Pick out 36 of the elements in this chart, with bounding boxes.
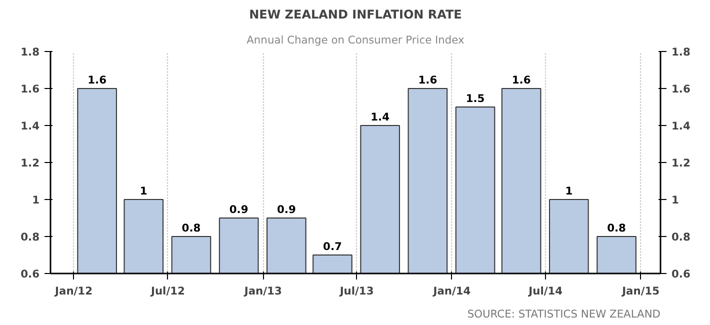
x-tick-label: Jan/15 — [621, 284, 660, 298]
y-tick-label: 1.8 — [20, 46, 40, 58]
data-label: 1.5 — [466, 92, 485, 105]
y2-tick-label: 1.2 — [672, 156, 690, 170]
x-tick-label: Jan/12 — [54, 284, 93, 298]
y2-tick-label: 0.6 — [672, 268, 690, 280]
x-tick-label: Jan/13 — [243, 284, 282, 298]
data-label: 0.8 — [607, 222, 626, 234]
y2-tick-label: 1.6 — [672, 82, 690, 96]
data-label: 0.8 — [182, 222, 201, 234]
source-note: SOURCE: STATISTICS NEW ZEALAND — [467, 308, 661, 320]
data-label: 0.7 — [323, 240, 342, 253]
y2-tick-label: 0.8 — [672, 230, 690, 244]
y2-tick-label: 1 — [672, 194, 679, 206]
x-tick-label: Jul/13 — [338, 284, 374, 298]
data-label: 1.6 — [88, 74, 107, 86]
data-label: 1 — [565, 184, 573, 198]
y-tick-label: 1.2 — [20, 156, 40, 170]
y-tick-label: 0.8 — [20, 230, 40, 244]
y2-tick-label: 1.8 — [672, 46, 690, 58]
data-label: 1 — [140, 184, 148, 198]
data-label: 1.6 — [512, 74, 531, 86]
data-label: 1.6 — [418, 74, 438, 86]
chart-subtitle: Annual Change on Consumer Price Index — [246, 34, 464, 46]
x-tick-label: Jul/12 — [150, 284, 185, 298]
y-tick-label: 0.6 — [20, 268, 40, 280]
x-tick-label: Jul/14 — [528, 284, 563, 298]
data-label: 0.9 — [276, 203, 296, 216]
y2-tick-label: 1.4 — [672, 120, 690, 132]
y-tick-label: 1 — [32, 194, 40, 206]
data-label: 1.4 — [370, 110, 390, 124]
chart-title: NEW ZEALAND INFLATION RATE — [249, 8, 462, 22]
x-tick-label: Jan/14 — [432, 284, 471, 298]
y-tick-label: 1.4 — [20, 120, 40, 132]
data-label: 0.9 — [229, 203, 248, 216]
y-tick-label: 1.6 — [20, 82, 40, 96]
